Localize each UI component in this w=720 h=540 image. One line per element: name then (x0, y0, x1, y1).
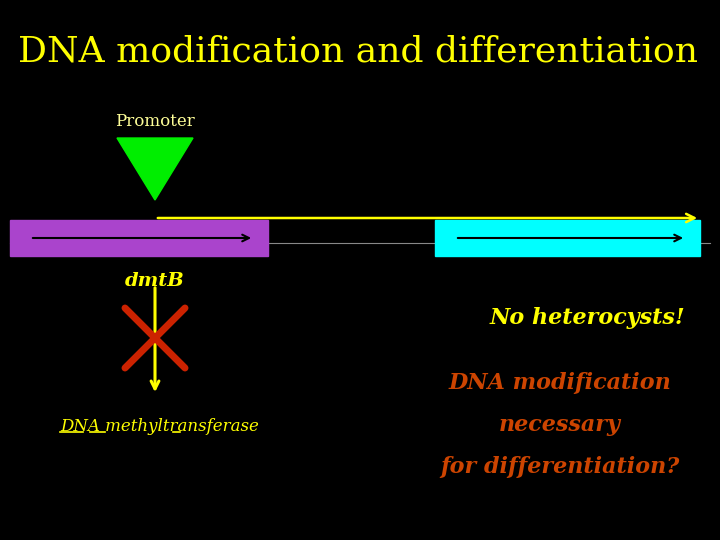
Polygon shape (117, 138, 193, 200)
Text: No heterocysts!: No heterocysts! (490, 307, 685, 329)
Text: Promoter: Promoter (115, 113, 195, 130)
Text: for differentiation?: for differentiation? (441, 456, 680, 478)
Text: DNA methyltransferase: DNA methyltransferase (60, 418, 259, 435)
Bar (10, 220, 268, 256)
Bar (435, 220, 700, 256)
Text: dmtB: dmtB (125, 272, 185, 290)
Text: DNA modification and differentiation: DNA modification and differentiation (18, 35, 698, 69)
Text: DNA modification: DNA modification (449, 372, 671, 394)
Text: necessary: necessary (499, 414, 621, 436)
